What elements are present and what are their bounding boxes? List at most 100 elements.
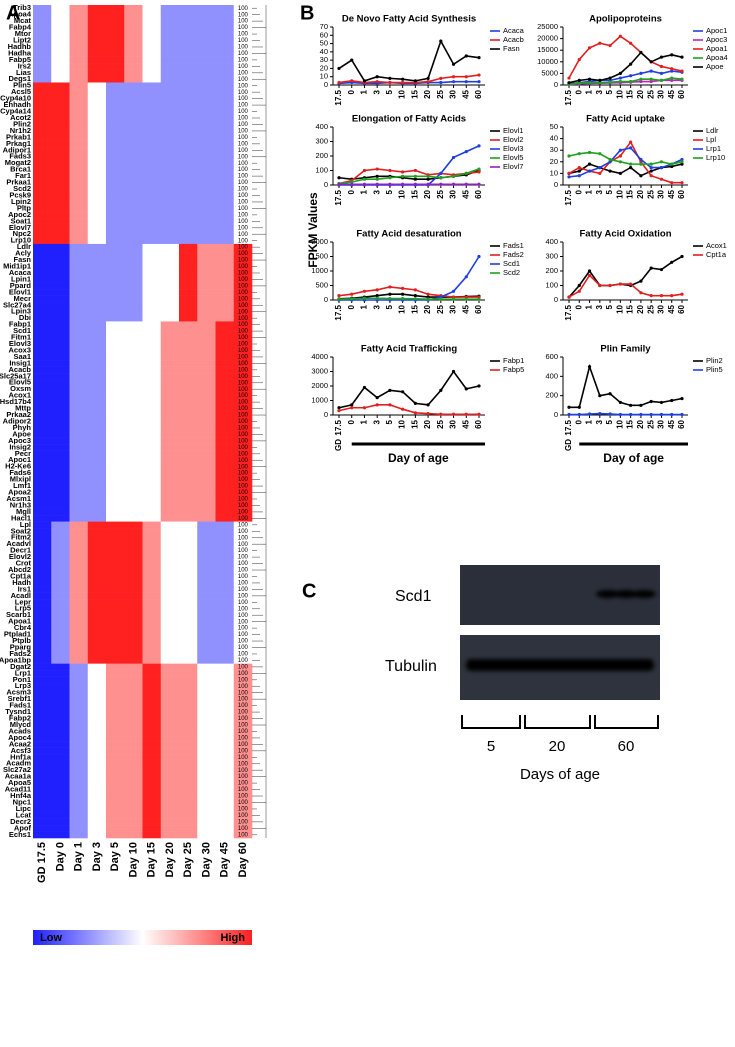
heatmap-cell	[87, 450, 107, 458]
heatmap-cell	[33, 444, 52, 451]
reference-label: 100	[238, 419, 249, 425]
heatmap-cell	[106, 63, 125, 70]
heatmap-cell	[197, 650, 216, 658]
heatmap-cell	[106, 515, 125, 522]
reference-label: 100	[238, 664, 249, 670]
heatmap-cell	[142, 347, 162, 354]
heatmap-cell	[215, 366, 235, 374]
heatmap-cell	[197, 702, 216, 710]
reference-label: 100	[238, 626, 249, 632]
heatmap-cell	[179, 347, 198, 354]
heatmap-cell	[51, 715, 70, 723]
gene-label: Acaca	[9, 268, 32, 277]
x-tick-label: 3	[372, 419, 381, 424]
point	[629, 162, 633, 166]
reference-label: 100	[238, 497, 249, 503]
point	[439, 76, 443, 80]
column-label: Day 15	[146, 842, 158, 877]
heatmap-cell	[124, 17, 143, 25]
heatmap-cell	[215, 269, 235, 277]
gene-label: Decr1	[10, 546, 31, 555]
point	[477, 384, 481, 388]
heatmap-cell	[197, 799, 216, 807]
heatmap-cell	[87, 179, 107, 187]
heatmap-cell	[33, 482, 52, 490]
point	[362, 79, 367, 83]
heatmap-cell	[160, 683, 180, 690]
heatmap-cell	[233, 431, 253, 438]
heatmap-cell	[51, 657, 70, 664]
heatmap-cell	[51, 360, 70, 367]
heatmap-cell	[160, 295, 180, 303]
heatmap-cell	[69, 269, 89, 277]
point	[426, 403, 430, 407]
heatmap-cell	[160, 670, 180, 677]
heatmap-cell	[51, 295, 70, 303]
heatmap-cell	[179, 327, 198, 335]
heatmap-cell	[33, 327, 52, 335]
reference-label: 100	[238, 529, 249, 535]
heatmap-cell	[69, 218, 89, 225]
heatmap-cell	[215, 618, 235, 626]
gene-label: Hsd17b4	[0, 397, 32, 406]
heatmap-cell	[197, 373, 216, 380]
point	[680, 157, 684, 162]
x-tick-label: 1	[360, 189, 369, 194]
heatmap-cell	[179, 5, 198, 12]
reference-label: 100	[238, 232, 249, 238]
x-tick-label: 30	[449, 189, 458, 198]
heatmap-cell	[51, 385, 70, 393]
heatmap-cell	[69, 5, 89, 12]
heatmap-cell	[106, 605, 125, 613]
heatmap-cell	[215, 95, 235, 103]
heatmap-cell	[33, 218, 52, 225]
heatmap-cell	[106, 321, 125, 329]
heatmap-cell	[179, 437, 198, 445]
gene-label: Lias	[16, 68, 31, 77]
reference-label: 100	[238, 206, 249, 212]
point	[629, 146, 633, 150]
heatmap-cell	[33, 30, 52, 38]
reference-label: 100	[238, 400, 249, 406]
heatmap-cell	[106, 295, 125, 303]
heatmap-cell	[51, 754, 70, 761]
heatmap-cell	[197, 573, 216, 581]
heatmap-cell	[51, 469, 70, 477]
reference-label: 100	[238, 807, 249, 813]
heatmap-cell	[233, 463, 253, 471]
heatmap-cell	[142, 63, 162, 70]
point	[413, 297, 417, 301]
point	[388, 176, 392, 180]
heatmap-cell	[124, 676, 143, 684]
heatmap-cell	[106, 282, 125, 290]
reference-label: 100	[238, 606, 249, 612]
heatmap-cell	[160, 17, 180, 25]
reference-label: 100	[238, 826, 249, 832]
heatmap-cell	[87, 50, 107, 57]
heatmap-cell	[87, 463, 107, 471]
gene-label: Oxsm	[10, 384, 31, 393]
heatmap-cell	[69, 289, 89, 296]
point	[439, 171, 443, 175]
reference-label: 100	[238, 329, 249, 335]
reference-label: 100	[238, 735, 249, 741]
heatmap-cell	[106, 76, 125, 83]
x-tick-label: 30	[657, 189, 666, 198]
gene-label: Acox1	[8, 391, 31, 400]
heatmap-cell	[33, 147, 52, 154]
gene-label: Apoc2	[8, 210, 31, 219]
heatmap-cell	[33, 754, 52, 761]
column-label: Day 3	[91, 842, 103, 871]
heatmap-cell	[179, 450, 198, 458]
heatmap-cell	[106, 327, 125, 335]
heatmap-cell	[142, 179, 162, 187]
heatmap-cell	[33, 334, 52, 342]
heatmap-cell	[87, 385, 107, 393]
heatmap-cell	[51, 37, 70, 45]
point	[608, 169, 612, 173]
gene-label: Mgll	[16, 507, 31, 516]
heatmap-cell	[87, 205, 107, 212]
heatmap-cell	[69, 347, 89, 354]
heatmap-cell	[124, 534, 143, 542]
heatmap-cell	[69, 818, 89, 826]
